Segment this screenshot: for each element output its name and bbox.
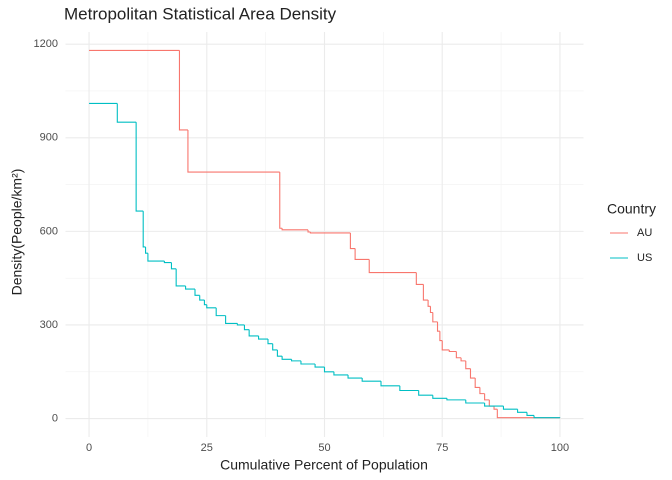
step-segment — [142, 211, 146, 248]
step-segment — [185, 285, 195, 290]
step-segment — [493, 406, 498, 410]
step-segment — [163, 261, 172, 264]
step-segment — [455, 351, 462, 359]
step-segment — [422, 284, 429, 301]
step-segment — [194, 289, 200, 296]
step-segment — [496, 409, 560, 419]
y-tick-label: 300 — [40, 319, 58, 331]
x-tick-label: 100 — [551, 442, 569, 454]
step-segment — [484, 402, 504, 407]
step-segment — [474, 378, 480, 388]
step-segment — [347, 374, 363, 379]
y-tick-label: 900 — [40, 132, 58, 144]
y-tick-label: 600 — [40, 225, 58, 237]
step-segment — [484, 393, 490, 401]
y-tick-label: 0 — [52, 412, 58, 424]
step-segment — [323, 367, 334, 373]
step-segment — [399, 385, 419, 392]
step-segment — [448, 349, 457, 353]
step-segment — [225, 315, 238, 324]
step-segment — [199, 295, 205, 301]
step-segment — [533, 415, 560, 419]
step-segment — [248, 329, 259, 337]
step-segment — [429, 306, 433, 314]
step-segment — [307, 229, 311, 233]
step-segment — [281, 356, 292, 360]
step-segment — [135, 122, 144, 212]
y-axis-label: Density(People/km²) — [9, 169, 25, 296]
step-segment — [418, 390, 433, 396]
step-segment — [446, 398, 466, 401]
step-segment — [415, 272, 424, 285]
step-segment — [469, 368, 476, 379]
step-segment — [206, 304, 217, 309]
legend-title: Country — [607, 201, 656, 217]
step-segment — [380, 381, 400, 387]
x-tick-label: 0 — [86, 442, 92, 454]
step-segment — [300, 360, 316, 365]
step-segment — [203, 300, 207, 306]
step-segment — [436, 321, 440, 332]
chart-title: Metropolitan Statistical Area Density — [64, 4, 337, 23]
legend-label: US — [637, 252, 652, 264]
step-segment — [427, 300, 431, 307]
x-tick-label: 25 — [201, 442, 213, 454]
step-segment — [236, 323, 245, 326]
step-segment — [314, 363, 325, 368]
step-segment — [502, 406, 518, 410]
step-segment — [354, 248, 370, 261]
step-segment — [361, 378, 382, 382]
x-tick-label: 50 — [318, 442, 330, 454]
step-segment — [243, 324, 250, 331]
step-segment — [441, 340, 450, 351]
step-segment — [147, 253, 165, 262]
step-segment — [517, 409, 527, 413]
legend-label: AU — [637, 227, 652, 239]
step-segment — [290, 359, 301, 362]
x-tick-label: 75 — [436, 442, 448, 454]
step-segment — [175, 268, 186, 287]
step-segment — [258, 335, 268, 340]
step-segment — [439, 331, 443, 342]
step-segment — [465, 399, 485, 404]
step-segment — [215, 307, 226, 317]
step-segment — [267, 339, 273, 345]
step-segment — [465, 360, 471, 370]
step-segment — [309, 232, 351, 234]
step-segment — [279, 172, 283, 229]
step-segment — [488, 399, 495, 407]
step-segment — [333, 371, 349, 376]
step-segment — [170, 262, 177, 270]
step-segment — [178, 50, 188, 131]
x-axis-label: Cumulative Percent of Population — [220, 457, 428, 473]
step-segment — [432, 395, 447, 399]
step-segment — [272, 343, 278, 351]
step-segment — [526, 412, 535, 417]
step-segment — [145, 246, 148, 254]
step-segment — [281, 228, 309, 231]
step-segment — [432, 312, 438, 323]
step-segment — [479, 387, 485, 395]
step-segment — [349, 232, 356, 250]
y-tick-label: 1200 — [34, 38, 58, 50]
step-segment — [187, 129, 280, 173]
step-segment — [116, 103, 137, 123]
step-segment — [276, 349, 283, 357]
step-segment — [460, 357, 466, 362]
step-segment — [368, 259, 417, 274]
